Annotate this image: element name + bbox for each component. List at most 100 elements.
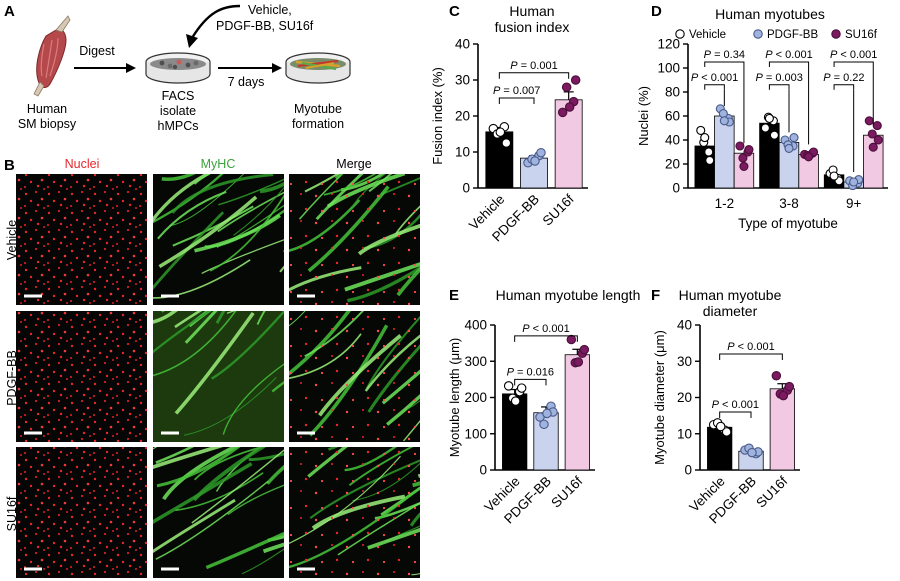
x-axis-label: Type of myotube (738, 216, 838, 231)
chart-myotube-diameter: 0 10 20 30 40 Myotube diameter (μm) Human myot… (652, 287, 800, 527)
significance-bracket (498, 97, 535, 104)
significance-bracket (498, 72, 570, 79)
panel-c-label: C (449, 3, 460, 20)
data-point (867, 129, 877, 139)
row-label-vehicle: Vehicle (5, 220, 19, 260)
bar (564, 354, 590, 471)
panel-b: B Nuclei MyHC Merge Vehicle PDGF-BB SU16… (4, 157, 420, 578)
significance-bracket (514, 378, 547, 386)
data-point (744, 145, 754, 155)
data-point (747, 447, 757, 458)
data-point (579, 344, 590, 355)
significance-bracket (704, 61, 745, 67)
culture-dish-1 (145, 52, 211, 84)
y-tick-label: 0 (479, 463, 487, 478)
significance-bracket (719, 411, 752, 418)
micrograph-pdgf-merge (289, 311, 420, 442)
data-point (539, 419, 549, 430)
data-point (864, 116, 874, 126)
data-point (516, 383, 527, 393)
legend-marker (753, 29, 763, 39)
x-tick-label: 1-2 (715, 196, 735, 211)
panel-a-dish1a: FACS (162, 89, 195, 103)
data-point (735, 141, 745, 151)
data-point (557, 107, 568, 118)
panel-a-source2: SM biopsy (18, 117, 77, 131)
micrograph-su16f-merge (289, 447, 420, 578)
panel-b-label: B (4, 157, 15, 174)
p-value: P < 0.001 (712, 399, 759, 411)
data-point (739, 161, 749, 171)
legend-marker (675, 29, 685, 39)
chart-title: fusion index (495, 19, 570, 35)
arrow-1-head (126, 63, 136, 73)
y-tick-label: 60 (665, 109, 680, 124)
panel-a-treat1: Vehicle, (248, 3, 292, 17)
data-point (566, 334, 577, 345)
significance-bracket (514, 335, 578, 342)
data-point (542, 408, 552, 419)
x-tick-label: SU16f (540, 191, 577, 228)
data-point (495, 127, 506, 137)
y-tick-label: 30 (455, 73, 470, 88)
col-label-nuclei: Nuclei (65, 157, 100, 171)
data-point (570, 75, 581, 85)
data-point (573, 357, 584, 367)
y-tick-label: 40 (455, 37, 470, 52)
p-value: P < 0.001 (522, 323, 569, 335)
y-axis-label: Fusion index (%) (430, 67, 445, 165)
data-point (771, 370, 782, 381)
panel-a-label: A (4, 3, 15, 20)
panel-e-label: E (449, 287, 459, 304)
p-value: P = 0.001 (510, 60, 557, 72)
data-point (789, 133, 799, 143)
data-point (536, 147, 546, 158)
row-label-pdgf: PDGF-BB (5, 350, 19, 406)
panel-a-dish1b: isolate (160, 104, 196, 118)
x-tick-label: 9+ (846, 196, 862, 211)
chart-title: Human myotube length (496, 287, 641, 303)
y-tick-label: 0 (462, 181, 470, 196)
micrograph-pdgf-myhc (153, 311, 284, 442)
panel-a-source: Human (27, 102, 67, 116)
y-tick-label: 30 (677, 354, 692, 369)
arrow-treat (190, 4, 241, 39)
significance-bracket (833, 84, 855, 90)
y-tick-label: 400 (464, 318, 487, 333)
bar (769, 388, 795, 471)
arrow-2-head (272, 63, 282, 73)
p-value: P = 0.22 (823, 72, 864, 84)
data-point (700, 133, 710, 143)
y-tick-label: 20 (665, 157, 680, 172)
data-point (738, 153, 748, 163)
col-label-myhc: MyHC (201, 157, 236, 171)
arrow-treat-head (186, 34, 198, 48)
y-tick-label: 300 (464, 354, 487, 369)
data-point (704, 147, 714, 157)
p-value: P < 0.001 (691, 72, 738, 84)
p-value: P = 0.016 (507, 366, 554, 378)
significance-bracket (768, 61, 810, 67)
panel-a-out1: Myotube (294, 102, 342, 116)
significance-bracket (704, 84, 725, 90)
y-tick-label: 40 (677, 318, 692, 333)
y-tick-label: 10 (677, 426, 692, 441)
data-point (829, 171, 839, 181)
data-point (561, 82, 572, 92)
data-point (503, 381, 514, 391)
panel-a: A Human SM biopsy Digest Vehicle, PDGF-B… (4, 3, 351, 133)
y-tick-label: 100 (464, 426, 487, 441)
data-point (804, 152, 814, 162)
p-value: P < 0.001 (765, 49, 812, 61)
micrograph-su16f-nuclei (16, 447, 147, 578)
data-point (530, 156, 540, 166)
chart-title: Human myotube (679, 287, 782, 303)
micrograph-su16f-myhc (153, 447, 284, 578)
y-tick-label: 20 (677, 390, 692, 405)
data-point (769, 130, 779, 140)
data-point (696, 125, 706, 135)
bar (502, 393, 528, 471)
data-point (764, 113, 774, 123)
